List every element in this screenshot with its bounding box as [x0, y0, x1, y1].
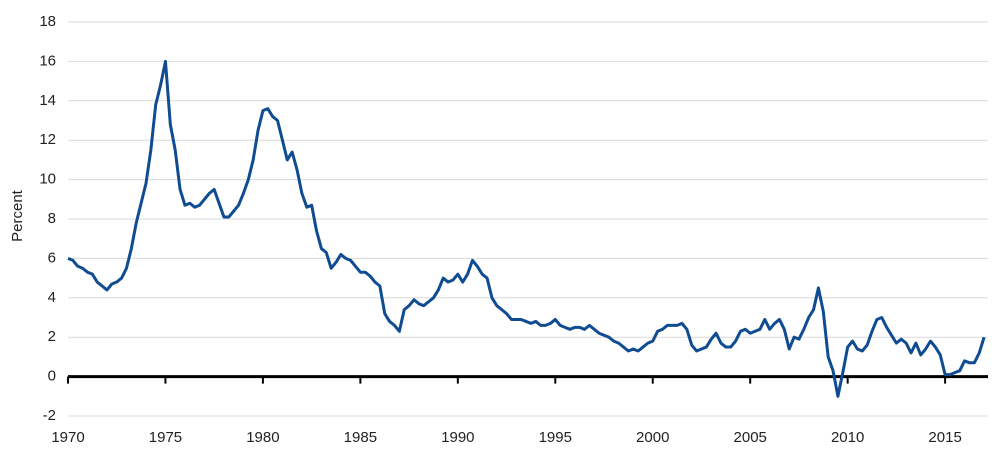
x-tick-label: 2010 [831, 429, 864, 446]
y-tick-label: 18 [39, 13, 56, 30]
y-tick-label: 4 [48, 289, 56, 306]
y-tick-label: 16 [39, 52, 56, 69]
x-tick-label: 1985 [344, 429, 377, 446]
y-tick-label: 14 [39, 92, 56, 109]
y-tick-label: -2 [43, 407, 56, 424]
x-tick-label: 1980 [246, 429, 279, 446]
x-tick-label: 1975 [149, 429, 182, 446]
y-tick-label: 10 [39, 171, 56, 188]
y-tick-label: 2 [48, 328, 56, 345]
y-tick-label: 0 [48, 368, 56, 385]
x-tick-label: 2005 [734, 429, 767, 446]
x-tick-label: 1990 [441, 429, 474, 446]
y-tick-label: 12 [39, 131, 56, 148]
x-tick-label: 2015 [928, 429, 961, 446]
y-tick-label: 8 [48, 210, 56, 227]
x-tick-label: 2000 [636, 429, 669, 446]
x-tick-label: 1970 [51, 429, 84, 446]
y-axis-label: Percent [9, 189, 26, 242]
series-line [67, 59, 986, 398]
x-tick-label: 1995 [539, 429, 572, 446]
y-tick-label: 6 [48, 249, 56, 266]
